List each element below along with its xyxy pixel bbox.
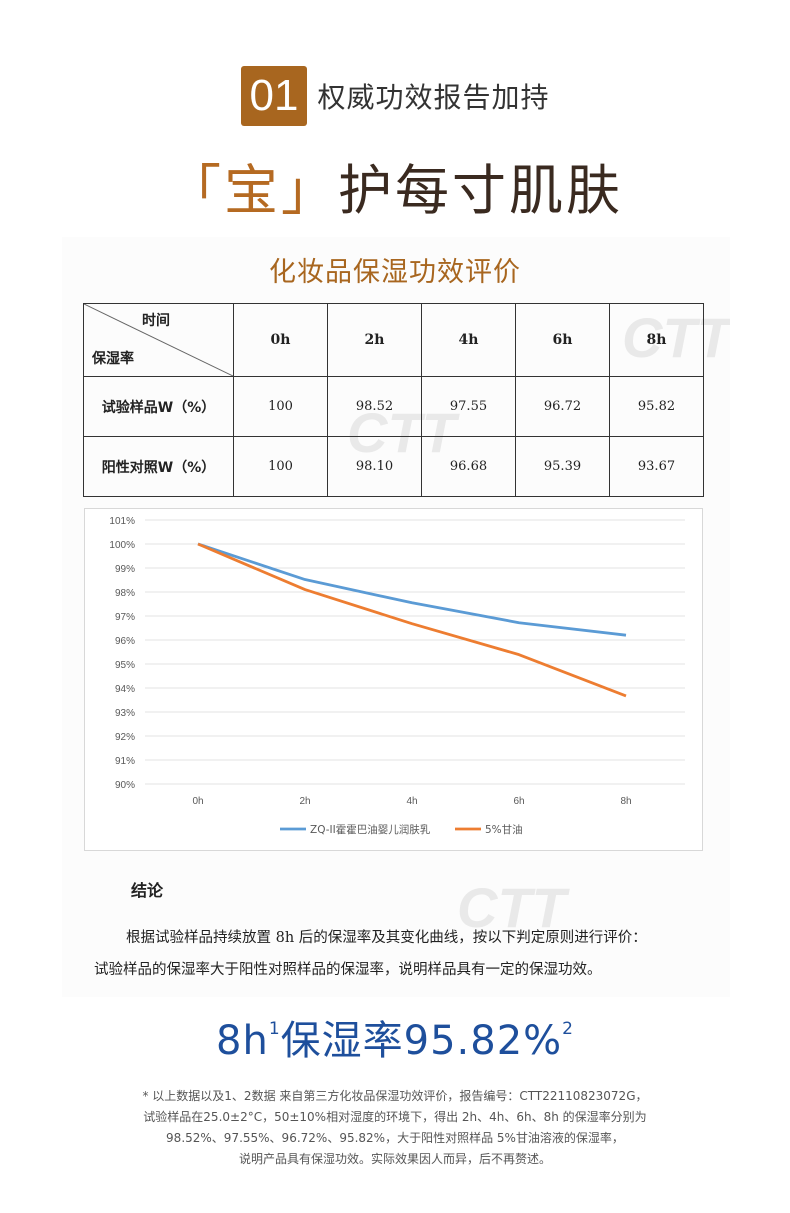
y-tick-label: 99% [115, 564, 135, 575]
watermark-mark: CTT [457, 876, 571, 939]
table-cell: 98.10 [327, 436, 422, 497]
x-tick-label: 4h [406, 796, 417, 807]
table-cell: 95.39 [515, 436, 610, 497]
row-label: 阳性对照W（%） [83, 436, 234, 497]
conclusion-line: 试验样品的保湿率大于阳性对照样品的保湿率，说明样品具有一定的保湿功效。 [94, 962, 602, 978]
legend-label: 5%甘油 [485, 823, 523, 836]
footnote-line: 试验样品在25.0±2°C，50±10%相对湿度的环境下，得出 2h、4h、6h… [143, 1110, 647, 1124]
footnote-line: * 以上数据以及1、2数据 来自第三方化妆品保湿功效评价，报告编号：CTT221… [142, 1089, 648, 1103]
column-header: 0h [233, 303, 328, 377]
y-tick-label: 92% [115, 732, 135, 743]
table-corner-cell: 时间 保湿率 [83, 303, 234, 377]
table-cell: 93.67 [609, 436, 704, 497]
conclusion-line: 根据试验样品持续放置 8h 后的保湿率及其变化曲线，按以下判定原则进行评价： [126, 930, 647, 946]
moisture-line-chart: 90% 91% 92% 93% 94% 95% 96% 97% 98% 99% 100% 101% 0h… [84, 508, 703, 851]
y-tick-label: 90% [115, 780, 135, 791]
y-tick-label: 96% [115, 636, 135, 647]
y-tick-label: 100% [109, 540, 135, 551]
corner-label-rate: 保湿率 [92, 351, 134, 367]
row-label: 试验样品W（%） [83, 376, 234, 437]
table-cell: 98.52 [327, 376, 422, 437]
page-headline: 「宝」护每寸肌肤 [0, 146, 790, 225]
footnote: * 以上数据以及1、2数据 来自第三方化妆品保湿功效评价，报告编号：CTT221… [0, 1086, 790, 1170]
table-header-row: 时间 保湿率 0h 2h 4h 6h 8h [83, 303, 704, 377]
x-tick-label: 2h [299, 796, 310, 807]
column-header: 8h [609, 303, 704, 377]
y-tick-label: 101% [109, 516, 135, 527]
x-tick-label: 8h [620, 796, 631, 807]
section-header: 01 权威功效报告加持 [0, 66, 790, 126]
column-header: 4h [421, 303, 516, 377]
y-tick-label: 93% [115, 708, 135, 719]
footnote-line: 说明产品具有保湿功效。实际效果因人而异，后不再赘述。 [238, 1152, 551, 1166]
column-header: 6h [515, 303, 610, 377]
table-cell: 96.72 [515, 376, 610, 437]
section-number-badge: 01 [240, 66, 308, 126]
result-prefix: 8h [216, 1018, 269, 1064]
table-row: 试验样品W（%） 100 98.52 97.55 96.72 95.82 [83, 376, 704, 437]
result-footnote-mark: 1 [268, 1018, 281, 1039]
legend-label: ZQ-II霍霍巴油婴儿润肤乳 [310, 823, 431, 836]
column-header: 2h [327, 303, 422, 377]
corner-label-time: 时间 [142, 313, 170, 329]
y-tick-label: 98% [115, 588, 135, 599]
section-title: 化妆品保湿功效评价 [269, 257, 521, 288]
result-highlight: 8h1保湿率95.82%2 [0, 1008, 790, 1066]
result-footnote-mark: 2 [562, 1018, 574, 1039]
section-subtitle: 权威功效报告加持 [317, 81, 550, 114]
table-row: 阳性对照W（%） 100 98.10 96.68 95.39 93.67 [83, 436, 704, 497]
headline-close-bracket: 」 [281, 159, 338, 222]
headline-open-bracket: 「 [167, 159, 224, 222]
chart-canvas: 90% 91% 92% 93% 94% 95% 96% 97% 98% 99% 100% 101% 0h… [109, 516, 685, 836]
conclusion-text: 根据试验样品持续放置 8h 后的保湿率及其变化曲线，按以下判定原则进行评价： 试… [94, 922, 734, 986]
x-tick-label: 0h [192, 796, 203, 807]
conclusion-title: 结论 [131, 881, 164, 900]
headline-rest: 护每寸肌肤 [338, 159, 623, 222]
x-tick-label: 6h [513, 796, 524, 807]
table-cell: 100 [233, 436, 328, 497]
moisture-table: 时间 保湿率 0h 2h 4h 6h 8h 试验样品W（%） 100 98.52… [83, 303, 704, 497]
result-value: 保湿率95.82% [280, 1018, 563, 1064]
y-tick-label: 95% [115, 660, 135, 671]
table-cell: 95.82 [609, 376, 704, 437]
y-tick-label: 94% [115, 684, 135, 695]
diagonal-divider [84, 304, 233, 376]
table-cell: 100 [233, 376, 328, 437]
series-line-2 [197, 542, 627, 698]
y-tick-label: 91% [115, 756, 135, 767]
footnote-line: 98.52%、97.55%、96.72%、95.82%，大于阳性对照样品 5%甘… [166, 1131, 624, 1145]
headline-accent: 宝 [224, 159, 281, 222]
series-line-1 [197, 542, 627, 637]
y-tick-label: 97% [115, 612, 135, 623]
table-cell: 96.68 [421, 436, 516, 497]
table-cell: 97.55 [421, 376, 516, 437]
